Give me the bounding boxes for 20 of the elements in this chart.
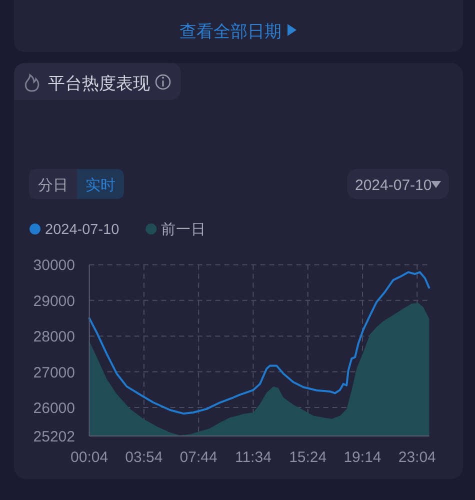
y-tick-label: 26000 [33,400,75,417]
legend-label: 前一日 [161,222,206,238]
button-label: 分日 [38,177,68,194]
y-tick-label: 28000 [33,328,75,346]
y-tick-label: 29000 [33,292,75,310]
dropdown-label: 2024-07-10 [355,177,432,194]
x-tick-label: 19:14 [344,449,382,466]
link-label: 查看全部日期 [180,22,282,41]
title: 平台热度表现 [48,74,150,93]
x-tick-label: 07:44 [180,449,218,466]
x-tick-label: 00:04 [70,449,108,466]
y-tick-label: 27000 [33,364,75,382]
legend-label: 2024-07-10 [45,222,120,238]
x-tick-label: 03:54 [125,449,163,466]
x-tick-label: 23:04 [398,449,436,466]
button-label: 实时 [86,177,116,194]
x-tick-label: 11:34 [235,449,272,466]
y-tick-label: 25202 [33,428,75,446]
y-tick-label: 30000 [33,257,75,274]
x-tick-label: 15:24 [289,449,327,466]
